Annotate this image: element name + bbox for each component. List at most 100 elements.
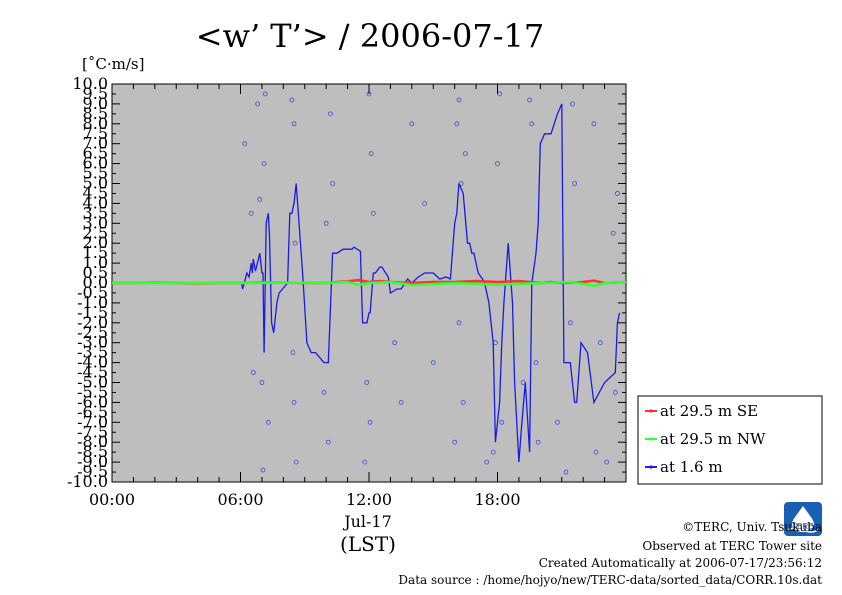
scatter-point bbox=[291, 121, 297, 127]
y-tick-label: -1.0 bbox=[77, 293, 108, 312]
scatter-point bbox=[456, 97, 462, 103]
legend-marker bbox=[649, 465, 653, 469]
footer-datasource: Data source : /home/hojyo/new/TERC-data/… bbox=[398, 573, 822, 587]
scatter-point bbox=[499, 419, 505, 425]
scatter-point bbox=[328, 111, 333, 117]
scatter-point bbox=[567, 320, 573, 326]
y-tick-label: -5.0 bbox=[77, 373, 108, 392]
y-tick-label: 9.5 bbox=[83, 84, 108, 103]
scatter-point bbox=[454, 121, 460, 127]
scatter-point bbox=[593, 449, 599, 455]
y-tick-label: 1.0 bbox=[83, 253, 108, 272]
y-tick-label: 4.5 bbox=[83, 183, 108, 202]
scatter-point bbox=[398, 399, 404, 405]
scatter-point bbox=[462, 151, 468, 157]
legend-marker bbox=[649, 409, 653, 413]
scatter-point bbox=[422, 200, 428, 206]
x-tick-label: 06:00 bbox=[217, 490, 263, 509]
scatter-point bbox=[452, 439, 458, 445]
scatter-point bbox=[261, 161, 267, 167]
y-tick-label: 6.5 bbox=[83, 144, 108, 163]
y-tick-label: -10.0 bbox=[67, 472, 108, 491]
y-tick-label: 6.0 bbox=[83, 154, 108, 173]
footer-created: Created Automatically at 2006-07-17/23:5… bbox=[539, 556, 822, 570]
scatter-point bbox=[591, 121, 597, 127]
scatter-point bbox=[260, 467, 266, 473]
y-axis-unit-label: [˚C·m/s] bbox=[82, 55, 144, 73]
scatter-point bbox=[456, 320, 462, 326]
scatter-point bbox=[409, 121, 415, 127]
scatter-point bbox=[362, 459, 368, 465]
x-tick-label: 00:00 bbox=[89, 490, 135, 509]
legend-label: at 29.5 m SE bbox=[660, 402, 758, 420]
scatter-point bbox=[325, 439, 331, 445]
y-tick-label: -7.0 bbox=[77, 412, 108, 431]
y-tick-label: -5.5 bbox=[77, 382, 108, 401]
y-tick-label: -8.0 bbox=[77, 432, 108, 451]
y-tick-label: -6.0 bbox=[77, 392, 108, 411]
scatter-point bbox=[257, 197, 263, 202]
scatter-point bbox=[615, 191, 620, 196]
y-tick-label: 1.5 bbox=[83, 243, 108, 262]
scatter-point bbox=[248, 210, 254, 216]
footer-copyright: ©TERC, Univ. Tsukuba bbox=[682, 520, 822, 534]
y-tick-label: 3.0 bbox=[83, 213, 108, 232]
scatter-point bbox=[430, 360, 436, 366]
logo-text: TERC bbox=[792, 522, 814, 531]
scatter-point bbox=[242, 141, 248, 147]
y-tick-label: 4.0 bbox=[83, 193, 108, 212]
terc-logo-icon: TERC bbox=[784, 502, 822, 536]
y-tick-label: 2.0 bbox=[83, 233, 108, 252]
scatter-point bbox=[612, 390, 618, 395]
y-tick-label: -4.5 bbox=[77, 363, 108, 382]
y-tick-label: -9.5 bbox=[77, 462, 108, 481]
x-axis-date-label: Jul-17 bbox=[342, 512, 392, 531]
y-tick-label: 10.0 bbox=[72, 74, 108, 93]
scatter-point bbox=[290, 350, 296, 356]
scatter-point bbox=[293, 459, 299, 465]
scatter-point bbox=[259, 380, 265, 385]
scatter-point bbox=[370, 210, 376, 216]
y-tick-label: 2.5 bbox=[83, 223, 108, 242]
x-tick-label: 12:00 bbox=[346, 490, 392, 509]
y-tick-label: 7.5 bbox=[83, 124, 108, 143]
y-tick-label: -7.5 bbox=[77, 422, 108, 441]
scatter-point bbox=[366, 91, 372, 97]
y-tick-label: 9.0 bbox=[83, 94, 108, 113]
x-axis-ticks bbox=[111, 84, 627, 482]
y-tick-label: 5.5 bbox=[83, 164, 108, 183]
legend-label: at 29.5 m NW bbox=[660, 430, 766, 448]
scatter-point bbox=[533, 360, 539, 366]
y-tick-label: 3.5 bbox=[83, 203, 108, 222]
scatter-point bbox=[367, 419, 373, 425]
scatter-point bbox=[265, 419, 271, 425]
scatter-point bbox=[292, 240, 298, 246]
x-axis-tick-labels: 00:00 06:00 12:00 18:00 bbox=[89, 490, 521, 509]
y-tick-label: 5.0 bbox=[83, 174, 108, 193]
chart-title: <w’ T’> / 2006-07-17 bbox=[196, 17, 545, 55]
scatter-point bbox=[291, 399, 297, 405]
y-tick-label: -1.5 bbox=[77, 303, 108, 322]
scatter-point bbox=[323, 220, 329, 226]
scatter-point bbox=[364, 380, 370, 385]
scatter-point bbox=[262, 91, 268, 97]
scatter-point bbox=[392, 340, 398, 346]
scatter-point bbox=[330, 181, 335, 186]
y-tick-label: -4.0 bbox=[77, 353, 108, 372]
scatter-point bbox=[529, 121, 535, 127]
scatter-point bbox=[570, 101, 575, 107]
scatter-point bbox=[535, 439, 541, 445]
footer-observed: Observed at TERC Tower site bbox=[642, 539, 822, 553]
scatter-point bbox=[495, 161, 500, 167]
y-axis-tick-labels: -10.0-9.5-9.0-8.5-8.0-7.5-7.0-6.5-6.0-5.… bbox=[67, 74, 108, 491]
y-tick-label: 7.0 bbox=[83, 134, 108, 153]
legend-marker bbox=[649, 437, 653, 441]
y-tick-label: -9.0 bbox=[77, 452, 108, 471]
y-tick-label: -0.5 bbox=[77, 283, 108, 302]
scatter-point bbox=[597, 340, 603, 346]
scatter-point bbox=[604, 459, 610, 465]
legend-label: at 1.6 m bbox=[660, 458, 723, 476]
y-tick-label: -3.0 bbox=[77, 333, 108, 352]
scatter-point bbox=[610, 230, 616, 236]
